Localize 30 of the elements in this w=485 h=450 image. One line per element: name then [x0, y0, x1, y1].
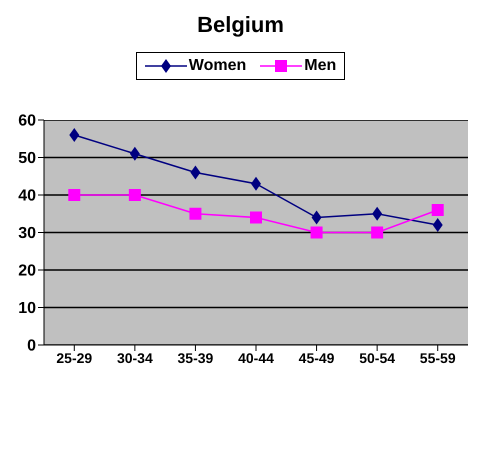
x-tick-label: 30-34 [116, 350, 153, 366]
point [372, 206, 382, 221]
y-tick-label: 0 [27, 338, 36, 355]
x-tick-label: 40-44 [238, 350, 274, 366]
legend-label: Women [188, 57, 246, 75]
point [190, 166, 200, 180]
point [128, 189, 141, 201]
point [432, 218, 443, 232]
y-tick-label: 60 [18, 112, 36, 130]
y-tick-label: 40 [18, 188, 36, 205]
x-tick-label: 50-54 [359, 350, 396, 366]
y-tick-label: 50 [18, 150, 36, 168]
y-tick-label: 10 [18, 300, 36, 318]
y-tick-label: 30 [18, 225, 36, 242]
point [310, 226, 323, 238]
chart-title: Belgium [196, 11, 285, 38]
point [189, 208, 202, 220]
point [432, 204, 444, 216]
point [130, 146, 140, 161]
x-tick-label: 35-39 [178, 350, 214, 366]
point [371, 226, 384, 238]
point [312, 210, 322, 224]
x-tick-label: 55-59 [420, 350, 456, 366]
x-tick-label: 45-49 [298, 350, 335, 366]
legend-label: Men [304, 57, 336, 75]
point [69, 128, 80, 142]
point [250, 212, 262, 224]
point [68, 189, 80, 201]
x-tick-label: 25-29 [56, 350, 92, 366]
y-tick-label: 20 [18, 262, 36, 280]
